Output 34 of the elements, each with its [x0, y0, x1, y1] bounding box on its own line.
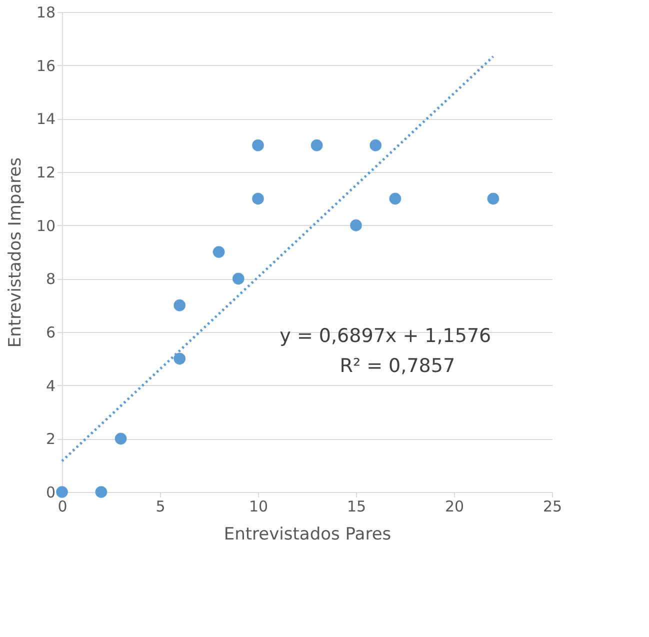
x-tick-label: 25	[542, 498, 562, 516]
y-tick-label: 18	[36, 4, 56, 22]
point	[350, 219, 362, 232]
y-tick-label: 10	[36, 216, 56, 235]
x-axis-title: Entrevistados Pares	[224, 524, 392, 544]
point	[56, 486, 68, 498]
x-tick-label: 10	[248, 498, 268, 516]
y-tick-label: 0	[46, 484, 56, 502]
y-tick-label: 12	[36, 164, 56, 182]
annotation: R² = 0,7857	[340, 355, 456, 377]
point	[114, 432, 127, 445]
point	[252, 139, 264, 152]
y-tick-label: 6	[46, 324, 56, 342]
y-tick-label: 2	[46, 430, 56, 448]
point	[212, 246, 225, 258]
point	[95, 486, 108, 498]
annotation: y = 0,6897x + 1,1576	[280, 325, 492, 347]
point	[174, 352, 186, 365]
point	[232, 272, 244, 285]
point	[370, 139, 382, 152]
x-tick-label: 15	[346, 498, 366, 516]
x-tick-label: 20	[444, 498, 464, 516]
x-tick-label: 0	[58, 498, 68, 516]
y-tick-label: 4	[46, 376, 56, 395]
y-tick-label: 8	[46, 270, 56, 288]
point	[389, 192, 402, 205]
point	[174, 299, 186, 312]
y-axis-title: Entrevistados Impares	[5, 157, 26, 348]
y-tick-label: 16	[36, 56, 56, 75]
point	[252, 192, 264, 205]
point	[487, 192, 500, 205]
y-tick-label: 14	[36, 110, 56, 128]
point	[310, 139, 323, 152]
x-tick-label: 5	[156, 498, 166, 516]
